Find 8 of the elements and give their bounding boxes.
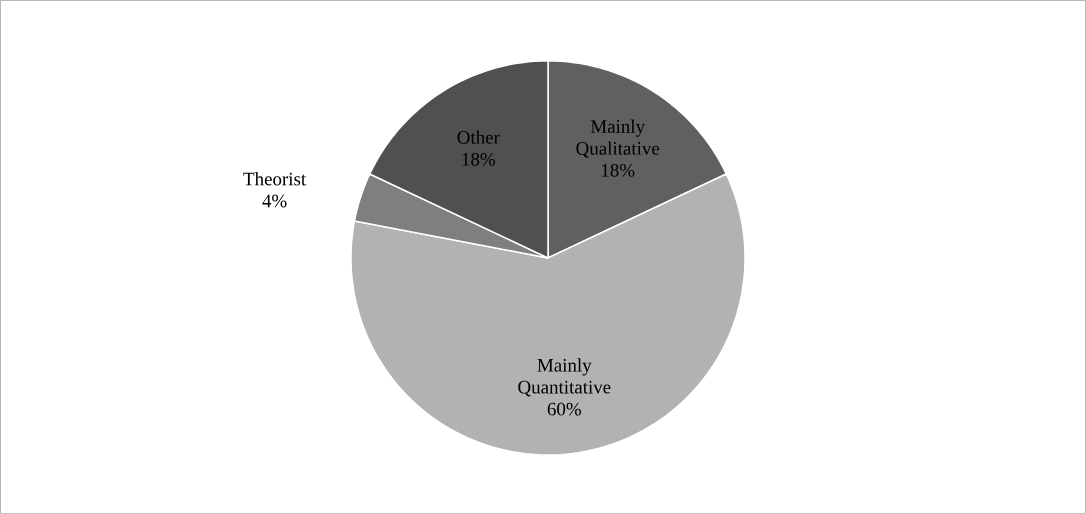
slice-label: Other <box>457 130 500 144</box>
data-label: 4% <box>262 194 287 208</box>
slice-label: Mainly Qualitative <box>576 119 660 158</box>
data-label: 18% <box>602 163 635 177</box>
data-label: 18% <box>462 153 496 166</box>
slice-label: Theorist <box>243 172 307 186</box>
data-label: 60% <box>547 402 581 416</box>
slice-label: Mainly Quantitative <box>518 358 611 397</box>
